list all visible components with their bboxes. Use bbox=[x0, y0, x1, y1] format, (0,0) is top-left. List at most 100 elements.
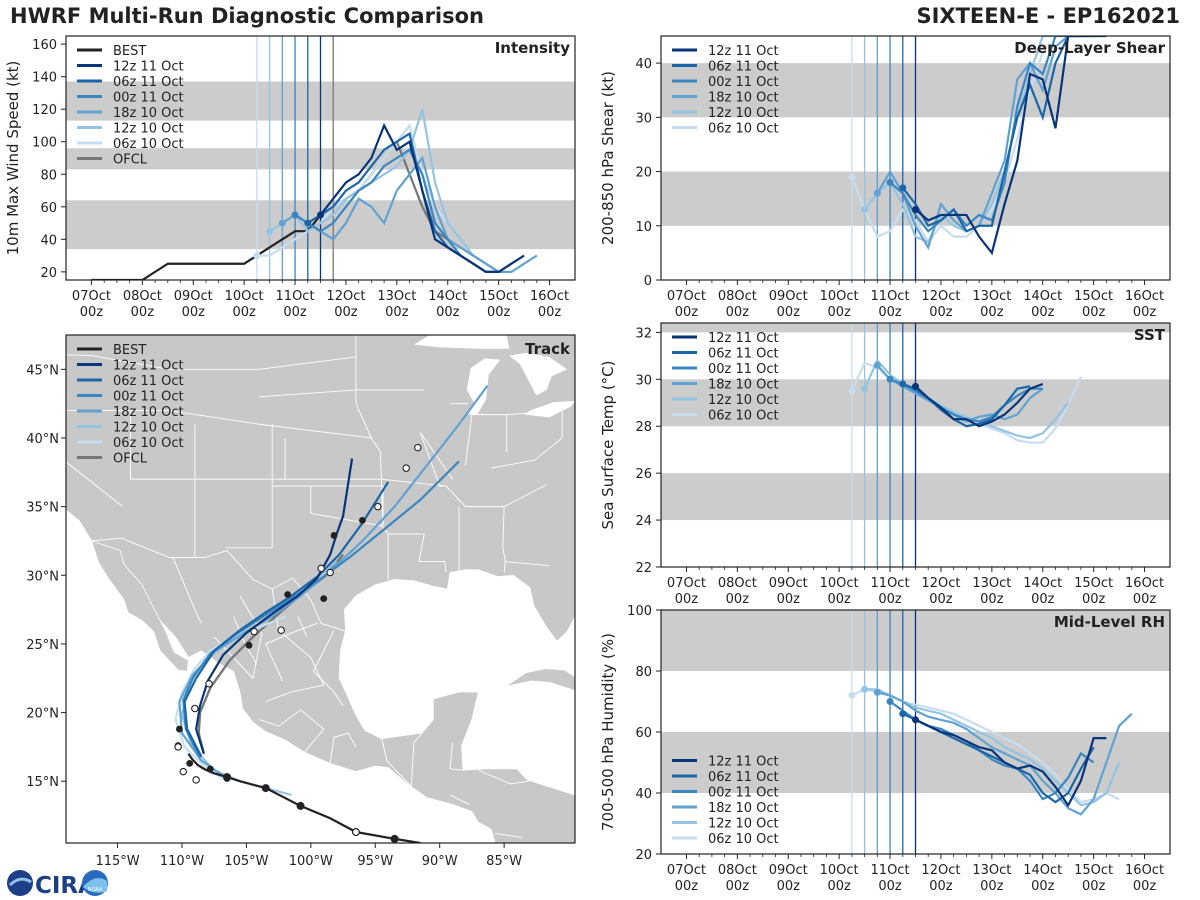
shear-xtick-label-hour-2: 00z bbox=[777, 305, 801, 320]
intensity-legend-label-1: 12z 11 Oct bbox=[113, 60, 184, 75]
intensity-xtick-label-6: 13Oct bbox=[377, 289, 416, 304]
shear-series-line-0 bbox=[914, 36, 1107, 256]
rh-xtick-label-hour-3: 00z bbox=[827, 879, 851, 894]
intensity-xtick-label-1: 08Oct bbox=[123, 289, 162, 304]
shear-xtick-label-hour-7: 00z bbox=[1031, 305, 1055, 320]
intensity-legend-label-3: 00z 11 Oct bbox=[113, 91, 184, 106]
sst-series-start-marker-0 bbox=[912, 382, 919, 390]
track-border-39 bbox=[172, 557, 202, 624]
intensity-xtick-label-hour-4: 00z bbox=[283, 305, 307, 320]
track-border-40 bbox=[233, 616, 258, 665]
track-best-marker-1 bbox=[351, 828, 360, 837]
sst-xtick-label-hour-2: 00z bbox=[777, 592, 801, 607]
rh-series-line-0 bbox=[915, 718, 1107, 808]
rh-xtick-label-2: 09Oct bbox=[769, 863, 808, 878]
rh-series-start-marker-0 bbox=[912, 716, 919, 724]
rh-xtick-label-4: 11Oct bbox=[871, 863, 910, 878]
sst-xtick-label-hour-5: 00z bbox=[929, 592, 953, 607]
rh-xtick-label-hour-2: 00z bbox=[777, 879, 801, 894]
track-forecast-marker-open-1 bbox=[179, 767, 188, 776]
track-forecast-marker-open-5 bbox=[250, 627, 258, 636]
track-border-31 bbox=[329, 732, 357, 764]
intensity-xtick-label-3: 10Oct bbox=[225, 289, 264, 304]
track-border-15 bbox=[502, 506, 506, 573]
rh-ylabel: 700-500 hPa Humidity (%) bbox=[599, 633, 617, 831]
track-lat-label-2: 25°N bbox=[26, 638, 59, 653]
sst-xtick-label-hour-3: 00z bbox=[827, 592, 851, 607]
intensity-xtick-label-0: 07Oct bbox=[72, 289, 111, 304]
track-border-4 bbox=[129, 410, 447, 487]
track-legend-label-7: OFCL bbox=[113, 452, 148, 467]
shear-legend-label-4: 12z 10 Oct bbox=[708, 106, 779, 121]
intensity-xtick-label-hour-9: 00z bbox=[538, 305, 562, 320]
track-best-marker-0 bbox=[390, 834, 399, 843]
sst-ytick-label-1: 24 bbox=[635, 514, 652, 529]
shear-xtick-label-6: 13Oct bbox=[972, 289, 1011, 304]
sst-legend-label-2: 00z 11 Oct bbox=[708, 362, 779, 377]
cira-logo: CIRA NOAA bbox=[7, 870, 108, 899]
sst-xtick-label-4: 11Oct bbox=[871, 576, 910, 591]
track-lat-label-4: 35°N bbox=[26, 501, 59, 516]
track-lon-label-0: 115°W bbox=[95, 854, 139, 869]
track-legend-label-6: 06z 10 Oct bbox=[113, 436, 184, 451]
shear-panel: 07Oct00z08Oct00z09Oct00z10Oct00z11Oct00z… bbox=[599, 35, 1171, 320]
track-border-16 bbox=[504, 561, 550, 567]
track-border-37 bbox=[478, 769, 529, 785]
track-border-36 bbox=[449, 794, 470, 805]
sst-series-line-4 bbox=[863, 358, 1070, 440]
rh-xtick-label-hour-8: 00z bbox=[1082, 879, 1106, 894]
sst-ytick-label-2: 26 bbox=[635, 467, 652, 482]
shear-xtick-label-hour-0: 00z bbox=[675, 305, 699, 320]
track-legend-label-4: 18z 10 Oct bbox=[113, 405, 184, 420]
intensity-xtick-label-7: 14Oct bbox=[428, 289, 467, 304]
track-legend-label-3: 00z 11 Oct bbox=[113, 390, 184, 405]
sst-xtick-label-hour-4: 00z bbox=[878, 592, 902, 607]
intensity-series-line-3 bbox=[281, 155, 538, 273]
shear-series-start-marker-1 bbox=[899, 184, 907, 192]
intensity-ytick-label-0: 20 bbox=[40, 266, 57, 281]
shear-xtick-label-4: 11Oct bbox=[871, 289, 910, 304]
track-forecast-marker-filled-5 bbox=[245, 641, 253, 649]
intensity-legend-label-4: 18z 10 Oct bbox=[113, 106, 184, 121]
sst-xtick-label-hour-7: 00z bbox=[1031, 592, 1055, 607]
track-lon-label-6: 85°W bbox=[486, 854, 522, 869]
shear-ytick-label-2: 20 bbox=[635, 166, 652, 181]
rh-xtick-label-7: 14Oct bbox=[1023, 863, 1062, 878]
intensity-ytick-label-6: 140 bbox=[32, 71, 57, 86]
shear-xtick-label-8: 15Oct bbox=[1074, 289, 1113, 304]
shear-series-line-1 bbox=[901, 36, 1094, 233]
track-lake-superior bbox=[413, 335, 510, 349]
intensity-ytick-label-4: 100 bbox=[32, 136, 57, 151]
track-forecast-marker-open-2 bbox=[192, 776, 200, 784]
shear-xtick-label-hour-8: 00z bbox=[1082, 305, 1106, 320]
shear-plot-area bbox=[661, 36, 1170, 280]
rh-series-line-3 bbox=[877, 691, 1133, 816]
sst-panel: 07Oct00z08Oct00z09Oct00z10Oct00z11Oct00z… bbox=[599, 322, 1171, 607]
intensity-xtick-label-hour-5: 00z bbox=[334, 305, 358, 320]
rh-xtick-label-hour-5: 00z bbox=[929, 879, 953, 894]
track-forecast-marker-open-3 bbox=[205, 679, 213, 688]
rh-xtick-label-9: 16Oct bbox=[1125, 863, 1164, 878]
track-lake-erie bbox=[524, 400, 575, 418]
track-border-9 bbox=[272, 485, 384, 526]
track-border-34 bbox=[449, 742, 454, 769]
track-forecast-marker-open-11 bbox=[414, 443, 422, 452]
rh-title: Mid-Level RH bbox=[1054, 613, 1165, 631]
track-best-marker-2 bbox=[296, 801, 305, 810]
track-forecast-marker-open-8 bbox=[326, 568, 334, 577]
sst-title: SST bbox=[1134, 326, 1166, 344]
rh-legend-label-0: 12z 11 Oct bbox=[708, 755, 779, 770]
track-forecast-marker-open-7 bbox=[317, 564, 325, 573]
shear-ytick-label-1: 10 bbox=[635, 220, 652, 235]
track-plot-area bbox=[66, 335, 575, 843]
track-border-0 bbox=[91, 537, 348, 632]
rh-legend-label-4: 12z 10 Oct bbox=[708, 817, 779, 832]
track-legend-label-2: 06z 11 Oct bbox=[113, 374, 184, 389]
intensity-legend-label-7: OFCL bbox=[113, 153, 148, 168]
track-forecast-marker-filled-0 bbox=[175, 725, 183, 733]
track-border-30 bbox=[259, 709, 325, 753]
noaa-wave-icon bbox=[83, 878, 107, 893]
sst-xtick-label-hour-0: 00z bbox=[675, 592, 699, 607]
intensity-legend-label-0: BEST bbox=[113, 44, 146, 59]
